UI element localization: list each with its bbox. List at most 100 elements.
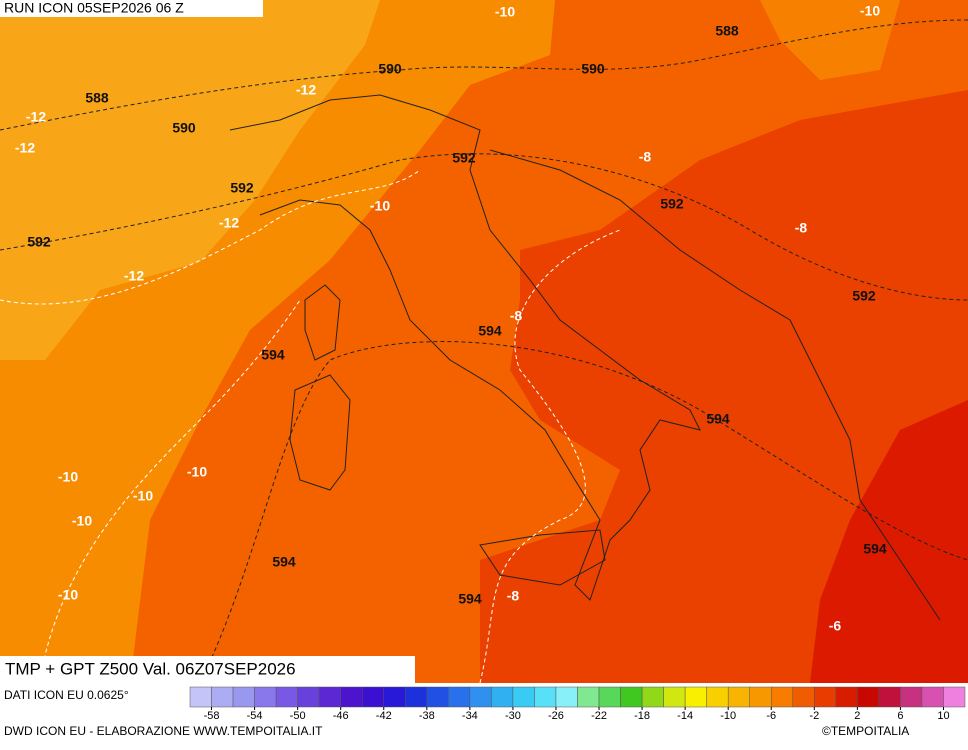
isohypse-label: 592: [27, 234, 51, 250]
run-label-box: [0, 0, 263, 17]
isotherm-label: -10: [58, 469, 78, 485]
legend-swatch: [943, 686, 966, 708]
credit-note: DWD ICON EU - ELABORAZIONE WWW.TEMPOITAL…: [4, 724, 323, 738]
isohypse: [0, 153, 968, 301]
legend-tick-label: -6: [766, 710, 776, 722]
isohypse-label: 592: [230, 180, 254, 196]
legend-swatch: [598, 686, 621, 708]
isotherm-label: -6: [829, 618, 842, 634]
isohypse: [0, 19, 968, 131]
legend-swatch: [275, 686, 298, 708]
legend-swatch: [534, 686, 557, 708]
isotherm: [0, 169, 421, 305]
legend-swatch: [232, 686, 255, 708]
title-box: [0, 656, 415, 683]
legend-swatch: [211, 686, 234, 708]
contour-labels: -10 -10 588 590 590 588 -12 -12 590 -12 592 -8 592 -1…: [15, 3, 887, 634]
legend-tick-label: -50: [290, 710, 306, 722]
isotherm: [39, 299, 301, 681]
map-title: TMP + GPT Z500 Val. 06Z07SEP2026: [5, 659, 296, 678]
legend-tick-label: -38: [419, 710, 435, 722]
legend-swatch: [706, 686, 729, 708]
legend-tick-label: -42: [376, 710, 392, 722]
legend-tick-label: -46: [333, 710, 349, 722]
legend-tick-label: 10: [937, 710, 949, 722]
isotherm-label: -12: [124, 268, 144, 284]
isotherm: [479, 229, 621, 684]
isohypse-label: 592: [660, 196, 684, 212]
coastline: [479, 529, 606, 586]
isohypse-label: 590: [581, 61, 605, 77]
isotherm-label: -10: [860, 3, 880, 19]
legend-tick-label: 6: [897, 710, 903, 722]
isotherm-label: -12: [15, 140, 35, 156]
legend-swatch: [405, 686, 428, 708]
legend-tick-label: 2: [854, 710, 860, 722]
isotherm-label: -8: [510, 308, 523, 324]
legend-swatch: [297, 686, 320, 708]
legend-swatch: [620, 686, 643, 708]
coastline: [289, 374, 351, 491]
legend-swatch: [318, 686, 341, 708]
legend-swatch: [835, 686, 858, 708]
isohypse-label: 594: [706, 411, 730, 427]
legend-swatch: [448, 686, 471, 708]
legend-swatch: [469, 686, 492, 708]
coastline: [229, 94, 701, 601]
legend-swatch: [383, 686, 406, 708]
legend-swatch: [641, 686, 664, 708]
isotherm-label: -8: [507, 588, 520, 604]
isohypse-label: 590: [378, 61, 402, 77]
legend-swatch: [900, 686, 923, 708]
color-legend: -58 -54 -50 -46 -42 -38 -34 -30 -26 -22 -18 -14 -10-…: [189, 686, 966, 722]
legend-swatch: [491, 686, 514, 708]
coastline: [489, 149, 941, 621]
isotherm-label: -8: [795, 220, 808, 236]
legend-swatch: [426, 686, 449, 708]
legend-swatch: [663, 686, 686, 708]
legend-tick-label: -22: [591, 710, 607, 722]
warm-zone: [760, 0, 900, 80]
isohypse-label: 592: [452, 150, 476, 166]
legend-swatch: [792, 686, 815, 708]
legend-swatch: [684, 686, 707, 708]
hottest-zone: [810, 400, 968, 683]
isohypse: [199, 341, 968, 684]
isotherm-label: -10: [58, 587, 78, 603]
legend-swatch: [727, 686, 750, 708]
isohypse-label: 594: [863, 541, 887, 557]
legend-swatch: [921, 686, 944, 708]
source-note: DATI ICON EU 0.0625°: [4, 688, 129, 702]
legend-swatch: [771, 686, 794, 708]
isotherm-label: -10: [72, 513, 92, 529]
legend-swatch: [189, 686, 212, 708]
legend-swatch: [878, 686, 901, 708]
copyright: ©TEMPOITALIA: [822, 724, 909, 738]
run-label: RUN ICON 05SEP2026 06 Z: [4, 0, 184, 16]
legend-tick-label: -30: [505, 710, 521, 722]
legend-swatch: [814, 686, 837, 708]
isotherm-label: -10: [187, 464, 207, 480]
coastline: [304, 284, 341, 361]
legend-swatch: [577, 686, 600, 708]
map: [0, 0, 968, 684]
isotherm-label: -12: [219, 215, 239, 231]
isohypse-label: 592: [852, 288, 876, 304]
legend-swatch: [254, 686, 277, 708]
isohypse-label: 594: [261, 347, 285, 363]
cool-zone: [0, 0, 380, 360]
legend-swatch: [749, 686, 772, 708]
legend-tick-label: -26: [548, 710, 564, 722]
isohypse-label: 594: [478, 323, 502, 339]
legend-swatch: [555, 686, 578, 708]
isotherm-label: -12: [26, 109, 46, 125]
isohypse-label: 594: [272, 554, 296, 570]
legend-tick-label: -10: [720, 710, 736, 722]
legend-swatch: [857, 686, 880, 708]
legend-tick-label: -14: [677, 710, 693, 722]
legend-swatch: [512, 686, 535, 708]
legend-tick-label: -34: [462, 710, 478, 722]
legend-swatch: [361, 686, 385, 708]
isotherm-label: -10: [495, 4, 515, 20]
